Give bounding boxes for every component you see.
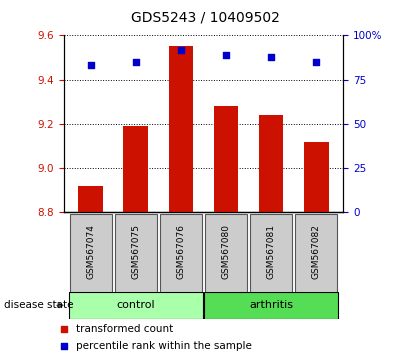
Point: [88, 63, 94, 68]
Point: [313, 59, 319, 65]
Bar: [250, 214, 292, 292]
Bar: [69, 292, 203, 319]
Text: control: control: [116, 300, 155, 310]
Bar: [295, 214, 337, 292]
Point: [61, 343, 68, 349]
Bar: [205, 214, 247, 292]
Bar: [69, 214, 112, 292]
Point: [223, 52, 229, 58]
Bar: [214, 106, 238, 212]
Point: [268, 54, 275, 59]
Text: arthritis: arthritis: [249, 300, 293, 310]
Bar: [169, 46, 193, 212]
Text: GSM567082: GSM567082: [312, 224, 321, 279]
Text: GSM567074: GSM567074: [86, 224, 95, 279]
Point: [178, 47, 184, 52]
Point: [132, 59, 139, 65]
Bar: [115, 214, 157, 292]
Bar: [204, 292, 338, 319]
Text: disease state: disease state: [4, 300, 74, 310]
Text: GSM567076: GSM567076: [176, 224, 185, 279]
Text: GSM567081: GSM567081: [267, 224, 275, 279]
Bar: [259, 115, 284, 212]
Text: percentile rank within the sample: percentile rank within the sample: [76, 341, 252, 351]
Text: GSM567080: GSM567080: [222, 224, 231, 279]
Bar: [160, 214, 202, 292]
Text: GSM567075: GSM567075: [132, 224, 140, 279]
Point: [61, 326, 68, 331]
Bar: [79, 186, 103, 212]
Bar: [123, 126, 148, 212]
Text: GDS5243 / 10409502: GDS5243 / 10409502: [131, 11, 280, 25]
Text: transformed count: transformed count: [76, 324, 173, 333]
Bar: [304, 142, 328, 212]
